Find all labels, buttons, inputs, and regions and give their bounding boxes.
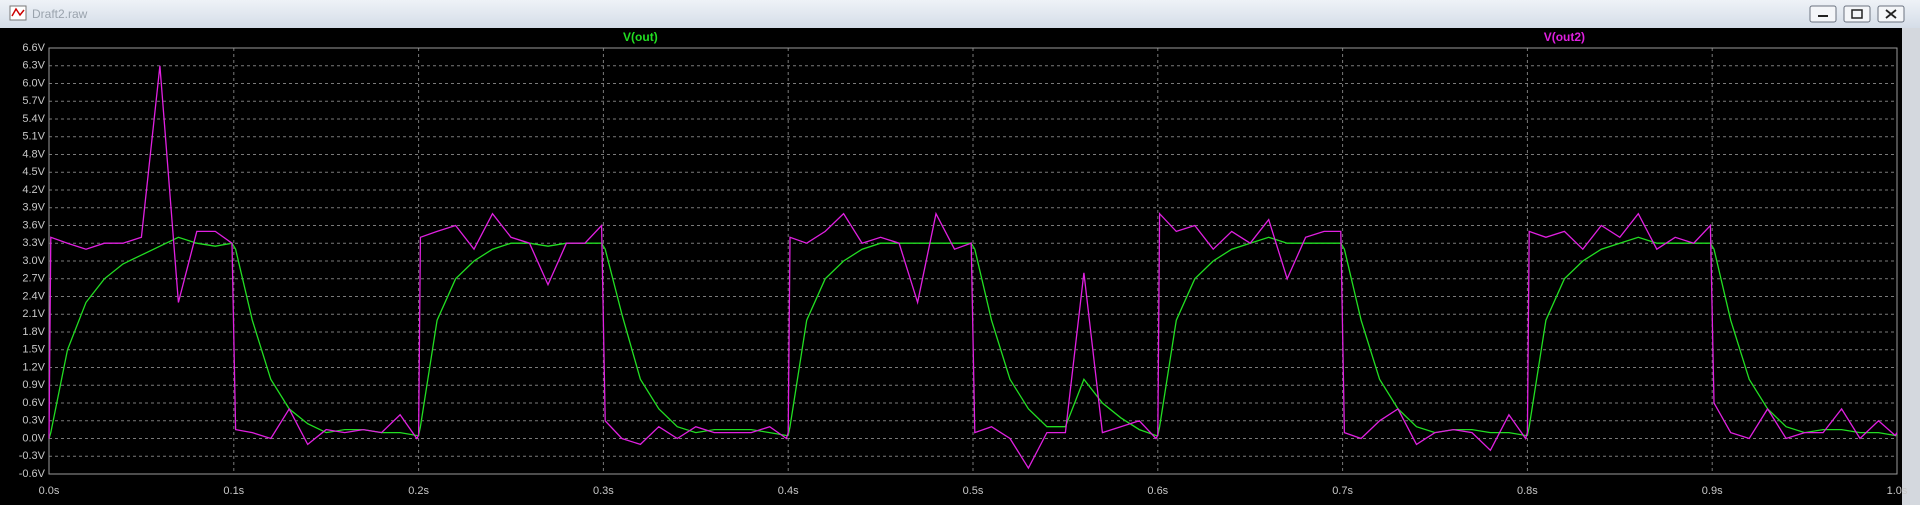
y-tick-label: 4.8V <box>22 148 45 160</box>
x-tick-label: 0.4s <box>778 485 799 497</box>
x-tick-label: 0.6s <box>1147 485 1168 497</box>
y-tick-label: 2.1V <box>22 308 45 320</box>
y-tick-label: 6.0V <box>22 77 45 89</box>
restore-button[interactable] <box>1843 5 1871 23</box>
y-tick-label: 4.2V <box>22 184 45 196</box>
x-tick-label: 0.1s <box>223 485 244 497</box>
x-tick-label: 0.9s <box>1702 485 1723 497</box>
y-tick-label: 5.1V <box>22 131 45 143</box>
plot: -0.6V -0.3V 0.0V 0.3V 0.6V 0.9V 1.2V 1.5V 1.8V 2.… <box>19 30 1908 497</box>
window-title: Draft2.raw <box>32 7 88 21</box>
x-tick-label: 1.0s <box>1887 485 1908 497</box>
y-tick-label: 2.7V <box>22 273 45 285</box>
y-tick-label: 1.5V <box>22 344 45 356</box>
y-tick-label: 5.4V <box>22 113 45 125</box>
title-bar <box>0 0 1920 28</box>
y-tick-label: 3.9V <box>22 202 45 214</box>
x-tick-label: 0.2s <box>408 485 429 497</box>
trace <box>48 65 1898 470</box>
window-frame <box>1902 28 1920 505</box>
y-tick-label: 1.8V <box>22 326 45 338</box>
y-tick-label: 0.3V <box>22 415 45 427</box>
x-tick-label: 0.0s <box>39 485 60 497</box>
legend-entry: V(out2) <box>1544 30 1585 44</box>
y-tick-label: 6.6V <box>22 42 45 54</box>
minimize-button[interactable] <box>1809 5 1837 23</box>
x-tick-label: 0.7s <box>1332 485 1353 497</box>
plot-pane <box>0 28 1920 505</box>
y-tick-label: 5.7V <box>22 95 45 107</box>
y-tick-label: -0.3V <box>19 450 46 462</box>
y-tick-label: -0.6V <box>19 468 46 480</box>
y-tick-label: 3.3V <box>22 237 45 249</box>
y-tick-label: 3.6V <box>22 219 45 231</box>
y-tick-label: 0.6V <box>22 397 45 409</box>
plot-border <box>48 47 1898 475</box>
y-tick-label: 6.3V <box>22 60 45 72</box>
x-tick-label: 0.8s <box>1517 485 1538 497</box>
x-tick-label: 0.5s <box>963 485 984 497</box>
y-tick-label: 0.9V <box>22 379 45 391</box>
y-tick-label: 1.2V <box>22 361 45 373</box>
y-tick-label: 3.0V <box>22 255 45 267</box>
y-tick-label: 2.4V <box>22 290 45 302</box>
x-tick-label: 0.3s <box>593 485 614 497</box>
y-tick-label: 0.0V <box>22 432 45 444</box>
close-button[interactable] <box>1877 5 1905 23</box>
legend-entry: V(out) <box>623 30 658 44</box>
y-tick-label: 4.5V <box>22 166 45 178</box>
app-icon <box>9 5 27 21</box>
